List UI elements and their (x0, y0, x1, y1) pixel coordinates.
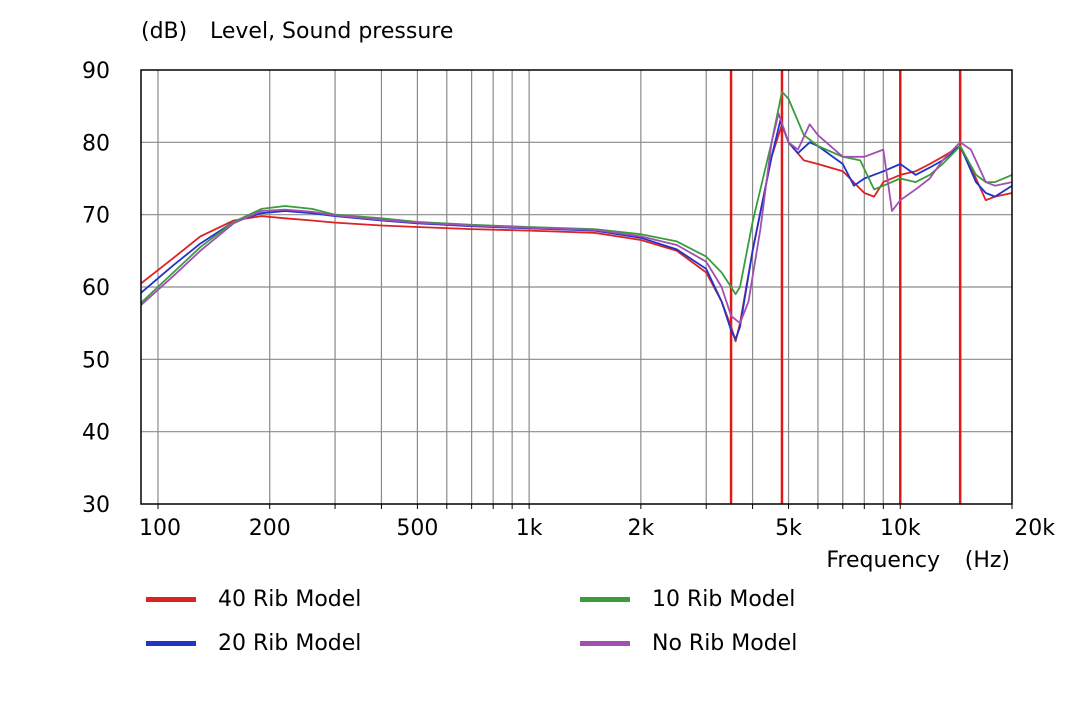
series-line-10-rib-model (140, 90, 1013, 304)
plot-frame (140, 69, 1013, 505)
x-axis-label: Frequency (826, 548, 940, 573)
x-tick-label: 10k (880, 516, 921, 541)
legend-label-no-rib: No Rib Model (652, 631, 798, 656)
legend-item-no-rib: No Rib Model (580, 631, 797, 656)
y-tick-label: 40 (82, 421, 110, 446)
y-axis-unit: (dB) (141, 19, 187, 44)
y-tick-label: 30 (82, 493, 110, 518)
legend-item-10-rib: 10 Rib Model (580, 587, 795, 612)
legend-swatch-40-rib (146, 597, 196, 602)
y-tick-label: 90 (82, 59, 110, 84)
x-tick-label: 20k (1014, 516, 1055, 541)
legend-swatch-20-rib (146, 641, 196, 646)
frequency-response-chart: 30 40 50 60 70 80 90 100 200 500 1k 2k 5k 10k 20k (dB… (82, 19, 1055, 573)
x-tick-label: 200 (249, 516, 291, 541)
legend: 40 Rib Model 10 Rib Model 20 Rib Model N… (0, 585, 1066, 685)
legend-label-40-rib: 40 Rib Model (218, 587, 362, 612)
legend-swatch-10-rib (580, 597, 630, 602)
series-lines (140, 90, 1013, 343)
x-tick-labels: 100 200 500 1k 2k 5k 10k 20k (139, 516, 1055, 541)
y-tick-label: 50 (82, 348, 110, 373)
y-tick-label: 60 (82, 276, 110, 301)
series-line-no-rib-model (140, 112, 1013, 325)
legend-swatch-no-rib (580, 641, 630, 646)
x-tick-label: 100 (139, 516, 181, 541)
x-tick-label: 5k (775, 516, 802, 541)
x-tick-label: 500 (396, 516, 438, 541)
legend-item-20-rib: 20 Rib Model (146, 631, 361, 656)
series-line-20-rib-model (140, 119, 1013, 340)
x-axis-unit: (Hz) (965, 548, 1010, 573)
y-tick-label: 80 (82, 131, 110, 156)
legend-label-20-rib: 20 Rib Model (218, 631, 362, 656)
x-tick-label: 1k (516, 516, 543, 541)
grid (141, 70, 1013, 509)
chart-title: Level, Sound pressure (210, 19, 453, 44)
legend-item-40-rib: 40 Rib Model (146, 587, 361, 612)
legend-label-10-rib: 10 Rib Model (652, 587, 796, 612)
x-tick-label: 2k (627, 516, 654, 541)
y-tick-labels: 30 40 50 60 70 80 90 (82, 59, 110, 518)
y-tick-label: 70 (82, 204, 110, 229)
series-line-40-rib-model (140, 123, 1013, 343)
